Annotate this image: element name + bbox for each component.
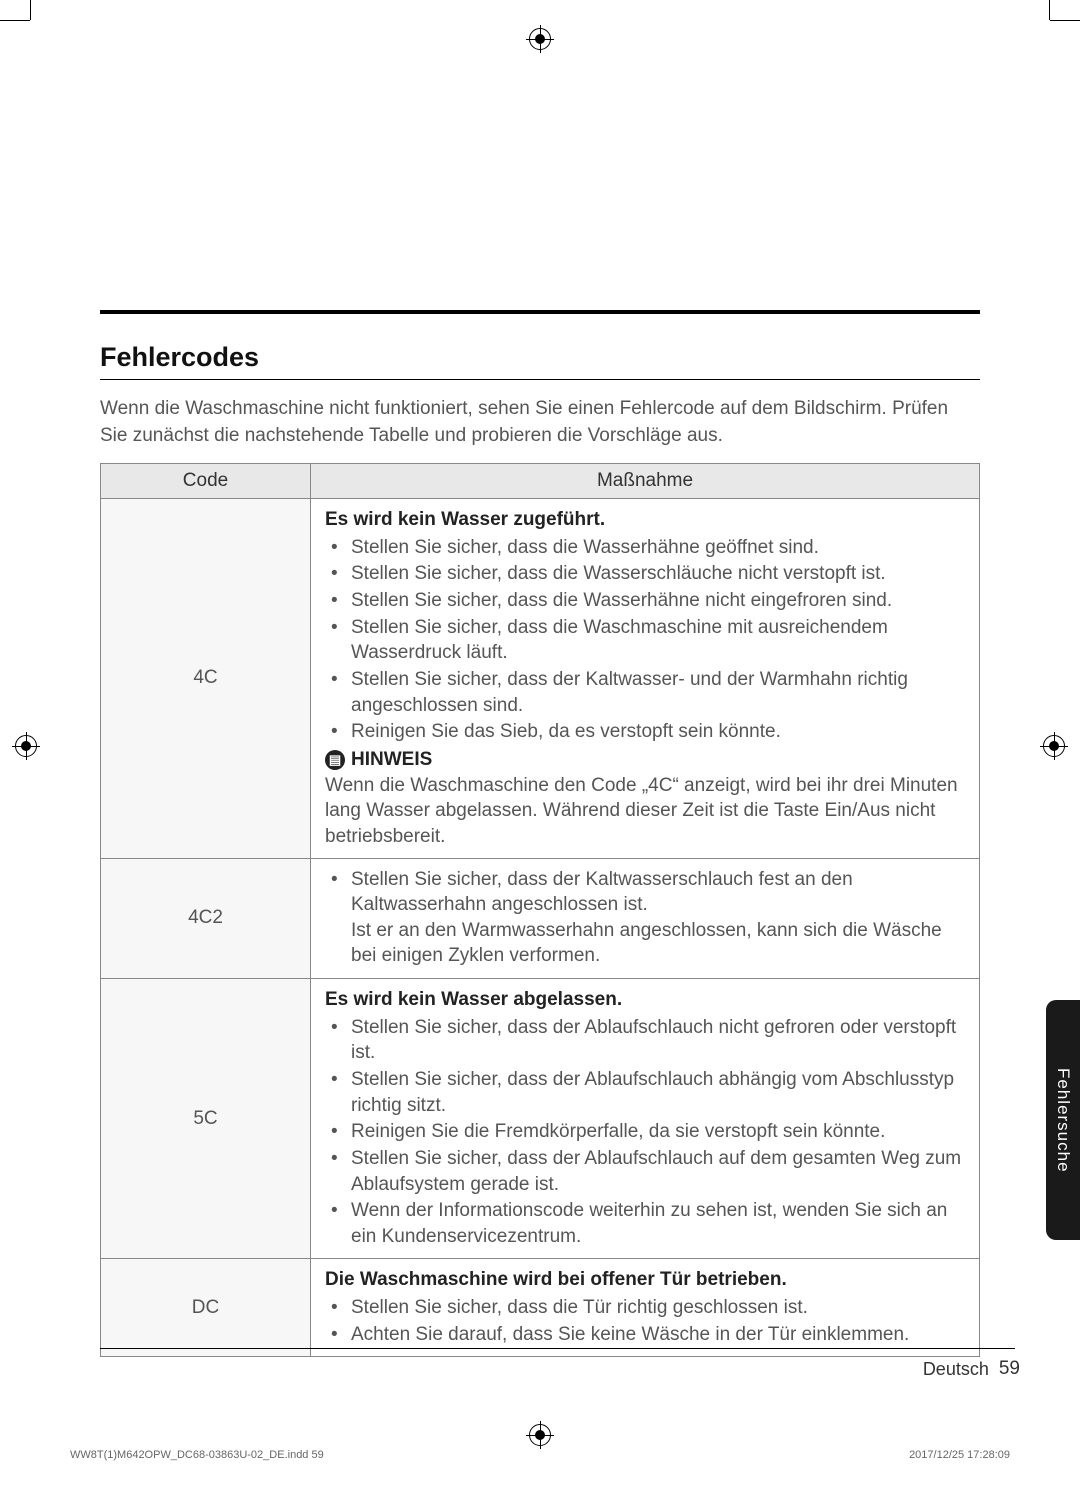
action-heading: Es wird kein Wasser zugeführt. bbox=[325, 507, 967, 533]
code-cell: 4C2 bbox=[101, 858, 311, 979]
bullet-item: Stellen Sie sicher, dass der Ablaufschla… bbox=[325, 1067, 967, 1118]
note-text: Wenn die Waschmaschine den Code „4C“ anz… bbox=[325, 773, 967, 850]
table-header-action: Maßnahme bbox=[311, 464, 980, 499]
bullet-list: Stellen Sie sicher, dass der Ablaufschla… bbox=[325, 1015, 967, 1250]
action-heading: Die Waschmaschine wird bei offener Tür b… bbox=[325, 1267, 967, 1293]
error-codes-table: Code Maßnahme 4CEs wird kein Wasser zuge… bbox=[100, 463, 980, 1357]
bullet-item: Wenn der Informationscode weiterhin zu s… bbox=[325, 1198, 967, 1249]
bullet-item: Achten Sie darauf, dass Sie keine Wäsche… bbox=[325, 1322, 967, 1348]
action-cell: Die Waschmaschine wird bei offener Tür b… bbox=[311, 1259, 980, 1357]
page-footer: Deutsch 59 bbox=[100, 1358, 1020, 1380]
table-header-code: Code bbox=[101, 464, 311, 499]
registration-mark-icon bbox=[1043, 735, 1065, 757]
bullet-item: Stellen Sie sicher, dass der Ablaufschla… bbox=[325, 1015, 967, 1066]
footer-language: Deutsch bbox=[923, 1359, 989, 1380]
print-metadata: WW8T(1)M642OPW_DC68-03863U-02_DE.indd 59… bbox=[70, 1449, 1010, 1461]
code-cell: DC bbox=[101, 1259, 311, 1357]
bullet-list: Stellen Sie sicher, dass die Tür richtig… bbox=[325, 1295, 967, 1347]
bullet-item: Stellen Sie sicher, dass die Wasserhähne… bbox=[325, 535, 967, 561]
section-title: Fehlercodes bbox=[100, 342, 980, 373]
bullet-list: Stellen Sie sicher, dass die Wasserhähne… bbox=[325, 535, 967, 745]
bullet-item: Reinigen Sie die Fremdkörperfalle, da si… bbox=[325, 1119, 967, 1145]
table-row: 4CEs wird kein Wasser zugeführt.Stellen … bbox=[101, 499, 980, 858]
bullet-item: Reinigen Sie das Sieb, da es verstopft s… bbox=[325, 719, 967, 745]
side-tab: Fehlersuche bbox=[1046, 1000, 1080, 1240]
bullet-item: Stellen Sie sicher, dass die Waschmaschi… bbox=[325, 615, 967, 666]
bullet-list: Stellen Sie sicher, dass der Kaltwassers… bbox=[325, 867, 967, 970]
bullet-item: Stellen Sie sicher, dass die Tür richtig… bbox=[325, 1295, 967, 1321]
bullet-item: Stellen Sie sicher, dass die Wasserschlä… bbox=[325, 561, 967, 587]
print-timestamp: 2017/12/25 17:28:09 bbox=[909, 1449, 1010, 1461]
code-cell: 4C bbox=[101, 499, 311, 858]
table-row: 4C2Stellen Sie sicher, dass der Kaltwass… bbox=[101, 858, 980, 979]
print-file: WW8T(1)M642OPW_DC68-03863U-02_DE.indd 59 bbox=[70, 1449, 324, 1461]
bullet-item: Stellen Sie sicher, dass der Kaltwassers… bbox=[325, 867, 967, 970]
bullet-item: Stellen Sie sicher, dass der Kaltwasser-… bbox=[325, 667, 967, 718]
note-icon: ▤ bbox=[325, 750, 345, 770]
footer-page-number: 59 bbox=[999, 1358, 1020, 1380]
action-cell: Es wird kein Wasser abgelassen.Stellen S… bbox=[311, 979, 980, 1259]
registration-mark-icon bbox=[529, 1424, 551, 1446]
bullet-item: Stellen Sie sicher, dass die Wasserhähne… bbox=[325, 588, 967, 614]
registration-mark-icon bbox=[15, 735, 37, 757]
code-cell: 5C bbox=[101, 979, 311, 1259]
registration-mark-icon bbox=[529, 28, 551, 50]
side-tab-label: Fehlersuche bbox=[1053, 1068, 1073, 1173]
bullet-item: Stellen Sie sicher, dass der Ablaufschla… bbox=[325, 1146, 967, 1197]
table-row: DC Die Waschmaschine wird bei offener Tür… bbox=[101, 1259, 980, 1357]
action-cell: Es wird kein Wasser zugeführt.Stellen Si… bbox=[311, 499, 980, 858]
action-heading: Es wird kein Wasser abgelassen. bbox=[325, 987, 967, 1013]
note-label: ▤HINWEIS bbox=[325, 747, 967, 773]
table-row: 5CEs wird kein Wasser abgelassen.Stellen… bbox=[101, 979, 980, 1259]
action-cell: Stellen Sie sicher, dass der Kaltwassers… bbox=[311, 858, 980, 979]
intro-paragraph: Wenn die Waschmaschine nicht funktionier… bbox=[100, 396, 980, 449]
